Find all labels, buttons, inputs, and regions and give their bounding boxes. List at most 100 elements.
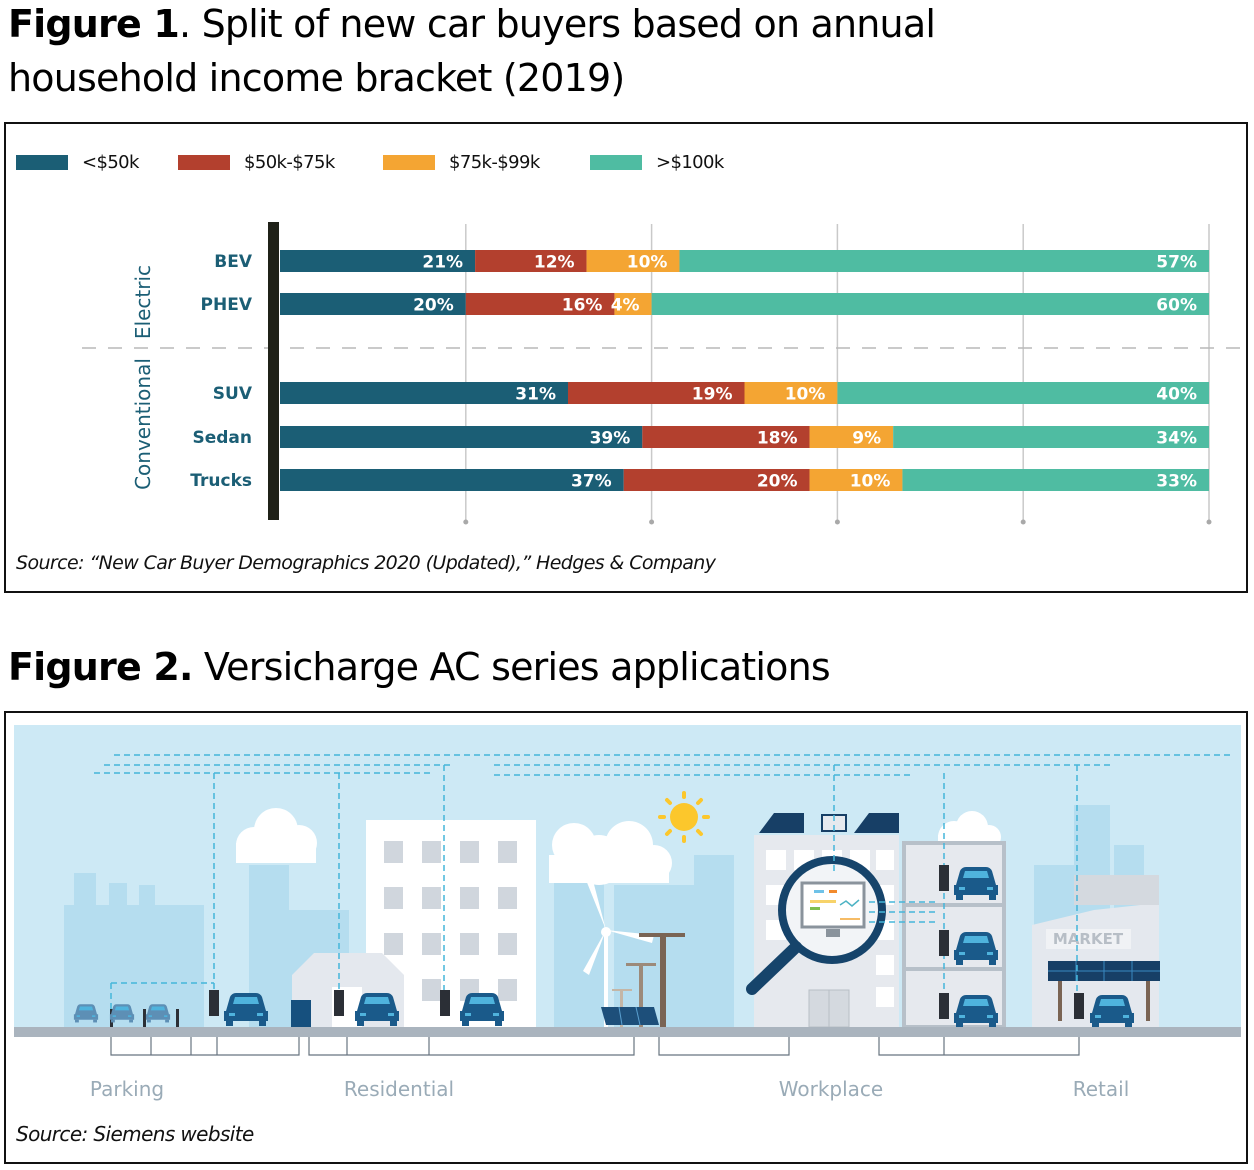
bar-value-label: 10%	[627, 253, 668, 273]
bar-value-label: 33%	[1156, 472, 1197, 492]
bar-value-label: 21%	[422, 253, 463, 273]
bar-segment	[623, 469, 810, 491]
figure-2-title: Figure 2. Versicharge AC series applicat…	[8, 640, 831, 694]
market-building: MARKET	[1032, 875, 1160, 1027]
bar-segment	[280, 426, 643, 448]
legend-label: >$100k	[656, 152, 724, 173]
bar-value-label: 20%	[757, 472, 798, 492]
zone-label-residential: Residential	[344, 1077, 454, 1101]
figure-1-title: Figure 1. Split of new car buyers based …	[8, 0, 988, 105]
group-label-electric: Electric	[131, 265, 155, 339]
legend-swatch	[178, 155, 230, 170]
car-icon	[954, 932, 998, 965]
bar-segment	[280, 469, 624, 491]
bar-segment	[586, 250, 680, 272]
bar-value-label: 4%	[611, 296, 640, 316]
car-icon	[954, 867, 998, 900]
car-icon	[224, 993, 268, 1026]
bar-segment	[280, 293, 466, 315]
car-icon	[1090, 995, 1134, 1028]
category-label: BEV	[214, 252, 253, 272]
gridline-tick	[1206, 519, 1212, 525]
legend-label: $75k-$99k	[449, 152, 540, 173]
car-icon	[109, 1004, 135, 1023]
figure-1-label: Figure 1	[8, 2, 180, 46]
cars	[73, 867, 1134, 1028]
bar-segment	[280, 250, 476, 272]
bar-segment	[744, 382, 838, 404]
bar-value-label: 16%	[562, 296, 603, 316]
category-label: Trucks	[190, 471, 252, 491]
bar-segment	[679, 250, 1209, 272]
zone-brackets	[110, 1037, 1080, 1056]
utility-box	[291, 1000, 311, 1027]
group-label-conventional: Conventional	[131, 358, 155, 490]
bar-value-label: 40%	[1156, 385, 1197, 405]
figure-2-frame: MARKET	[4, 711, 1248, 1164]
legend-label: $50k-$75k	[244, 152, 335, 173]
bar-value-label: 60%	[1156, 296, 1197, 316]
category-labels: BEV PHEV SUV Sedan Trucks	[190, 252, 253, 491]
bar-value-label: 19%	[692, 385, 733, 405]
figure-1-source: Source: “New Car Buyer Demographics 2020…	[16, 552, 716, 574]
bar-value-label: 20%	[413, 296, 454, 316]
figure-2-caption: Versicharge AC series applications	[192, 645, 831, 689]
bar-value-label: 31%	[515, 385, 556, 405]
bar-segment	[809, 426, 894, 448]
bar-value-label: 12%	[534, 253, 575, 273]
legend-item-50k-75k: $50k-$75k	[178, 152, 335, 173]
bar-value-label: 34%	[1156, 429, 1197, 449]
figure-1-frame: <$50k $50k-$75k $75k-$99k >$100k 21% 12% 1…	[4, 122, 1248, 593]
zone-label-workplace: Workplace	[779, 1077, 883, 1101]
monitoring-magnifier-icon	[746, 856, 886, 995]
bar-segment	[280, 382, 568, 404]
legend-label: <$50k	[82, 152, 139, 173]
bars: 21% 12% 10% 57% 20% 16% 4% 60% 31% 19% 10% 40% 39% 18…	[280, 250, 1209, 492]
bar-segment	[809, 469, 903, 491]
bar-value-label: 18%	[757, 429, 798, 449]
y-axis-bar	[268, 222, 279, 520]
car-icon	[954, 995, 998, 1028]
wind-turbine	[583, 873, 654, 1027]
ground	[14, 1027, 1241, 1037]
zone-label-parking: Parking	[90, 1077, 164, 1101]
bar-segment	[893, 426, 1209, 448]
gridline-tick	[463, 519, 469, 525]
car-icon	[73, 1004, 99, 1023]
category-label: PHEV	[201, 295, 253, 315]
bar-segment	[614, 293, 652, 315]
figure-2-source: Source: Siemens website	[16, 1122, 254, 1146]
car-icon	[145, 1004, 171, 1023]
versicharge-illustration: MARKET	[14, 725, 1241, 1101]
bar-value-label: 39%	[590, 429, 631, 449]
bar-segment	[902, 469, 1209, 491]
gridline-tick	[649, 519, 655, 525]
zone-label-retail: Retail	[1073, 1077, 1130, 1101]
bar-segment	[465, 293, 615, 315]
category-label: SUV	[213, 384, 253, 404]
bar-value-label: 9%	[852, 429, 881, 449]
market-sign: MARKET	[1053, 930, 1124, 948]
legend-swatch	[590, 155, 642, 170]
figure-2-label: Figure 2.	[8, 645, 193, 689]
category-label: Sedan	[192, 428, 252, 448]
car-icon	[355, 993, 399, 1026]
solar-panel-ground	[601, 1006, 659, 1026]
legend-item-under-50k: <$50k	[16, 152, 139, 173]
sun-icon	[658, 791, 710, 843]
bar-value-label: 57%	[1156, 253, 1197, 273]
stacked-bar-chart: 21% 12% 10% 57% 20% 16% 4% 60% 31% 19% 10% 40% 39% 18…	[82, 222, 1246, 525]
figure-1-caption: . Split of new car buyers based on annua…	[8, 2, 936, 100]
bar-value-label: 10%	[785, 385, 826, 405]
bar-value-label: 37%	[571, 472, 612, 492]
bar-segment	[642, 426, 810, 448]
legend-swatch	[383, 155, 435, 170]
car-icon	[460, 993, 504, 1026]
legend-item-over-100k: >$100k	[590, 152, 724, 173]
bar-segment	[651, 293, 1209, 315]
gridline-tick	[834, 519, 840, 525]
bar-value-label: 10%	[850, 472, 891, 492]
bar-segment	[475, 250, 587, 272]
bar-segment	[567, 382, 745, 404]
legend-item-75k-99k: $75k-$99k	[383, 152, 540, 173]
